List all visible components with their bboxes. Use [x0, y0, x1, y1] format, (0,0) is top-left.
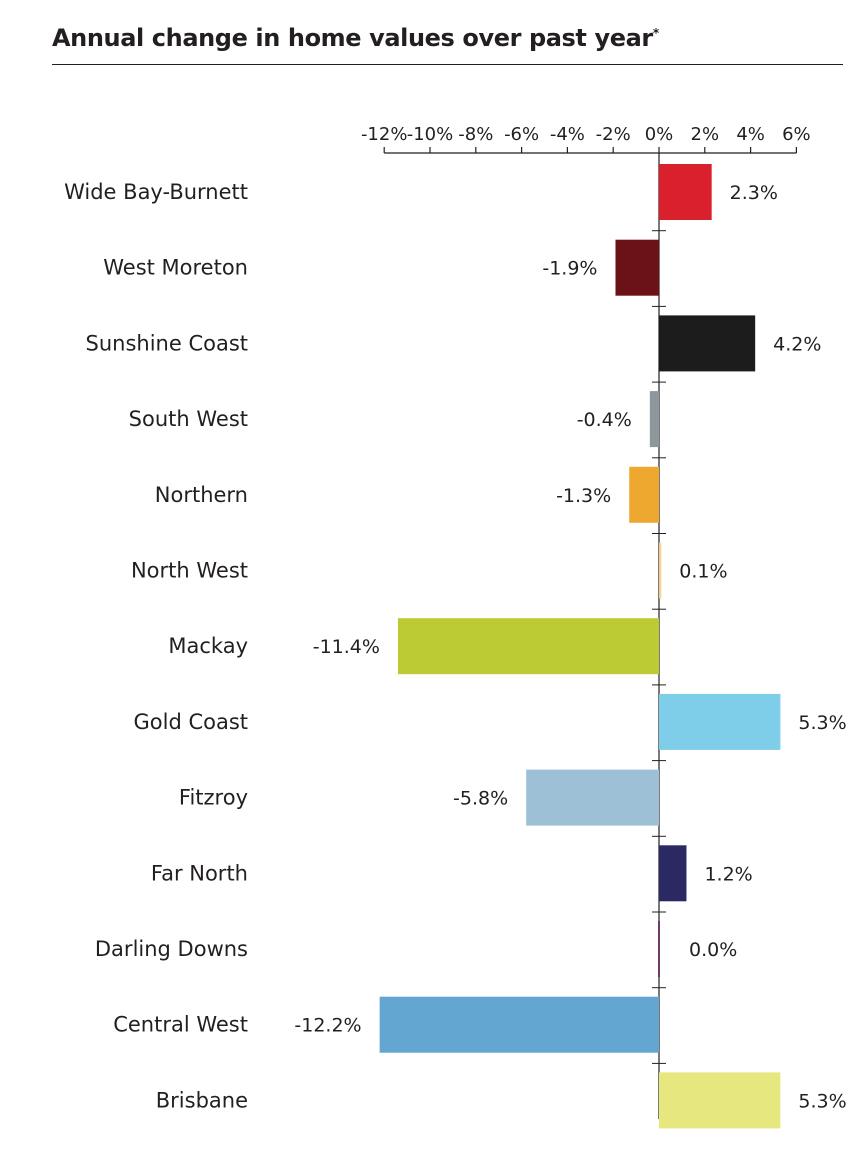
title-footnote-mark: * [652, 26, 659, 40]
category-label: Central West [113, 1013, 248, 1037]
value-labels: 2.3% -1.9% 4.2% -0.4% -1.3% 0.1% -11.4% 5.3% -5.… [294, 182, 846, 1112]
category-label: South West [129, 407, 248, 431]
value-label: 0.0% [689, 939, 737, 961]
x-tick-label: 6% [782, 124, 811, 145]
bar [659, 164, 712, 220]
value-label: 5.3% [798, 1090, 846, 1112]
value-label: -11.4% [313, 636, 380, 658]
category-label: West Moreton [103, 256, 248, 280]
bar [397, 618, 659, 675]
category-label: Fitzroy [179, 786, 248, 810]
value-label: -1.3% [556, 485, 611, 507]
category-labels: Wide Bay-Burnett West Moreton Sunshine Coa… [64, 180, 248, 1112]
bar [526, 769, 659, 826]
bar [659, 542, 662, 599]
bar [659, 845, 687, 902]
x-tick-label: -12% [361, 124, 408, 145]
x-tick-label: -2% [596, 124, 631, 145]
bar [659, 315, 756, 372]
value-label: -1.9% [542, 258, 597, 280]
category-label: Sunshine Coast [86, 331, 249, 355]
x-tick-label: -10% [407, 124, 454, 145]
x-tick-label: -8% [458, 124, 493, 145]
x-tick-label: 2% [691, 124, 720, 145]
bar [659, 1072, 781, 1129]
category-label: Gold Coast [133, 710, 248, 734]
value-label: 4.2% [773, 333, 821, 355]
x-tick-label: 0% [645, 124, 674, 145]
x-tick-label: -6% [504, 124, 539, 145]
x-tick-label: -4% [550, 124, 585, 145]
x-axis: -12% -10% -8% -6% -4% -2% 0% 2% 4% 6% [361, 124, 811, 1120]
bar [658, 921, 660, 977]
bar [615, 239, 659, 296]
value-label: 1.2% [704, 863, 752, 885]
category-label: Wide Bay-Burnett [64, 180, 248, 204]
bars [379, 164, 781, 1129]
value-label: -12.2% [294, 1015, 361, 1037]
category-label: Far North [151, 861, 248, 885]
value-label: 0.1% [679, 561, 727, 583]
category-label: Brisbane [156, 1088, 248, 1112]
bar [629, 466, 659, 523]
chart-title: Annual change in home values over past y… [52, 24, 659, 52]
category-label: Darling Downs [95, 937, 248, 961]
title-rule [52, 64, 843, 65]
value-label: -5.8% [453, 788, 508, 810]
value-label: 2.3% [730, 182, 778, 204]
bar [659, 693, 781, 750]
value-label: -0.4% [577, 409, 632, 431]
value-label: 5.3% [798, 712, 846, 734]
x-tick-label: 4% [736, 124, 765, 145]
category-label: Northern [155, 483, 248, 507]
bar [379, 996, 659, 1053]
bar [649, 391, 659, 448]
category-label: North West [131, 559, 248, 583]
category-label: Mackay [168, 634, 248, 658]
